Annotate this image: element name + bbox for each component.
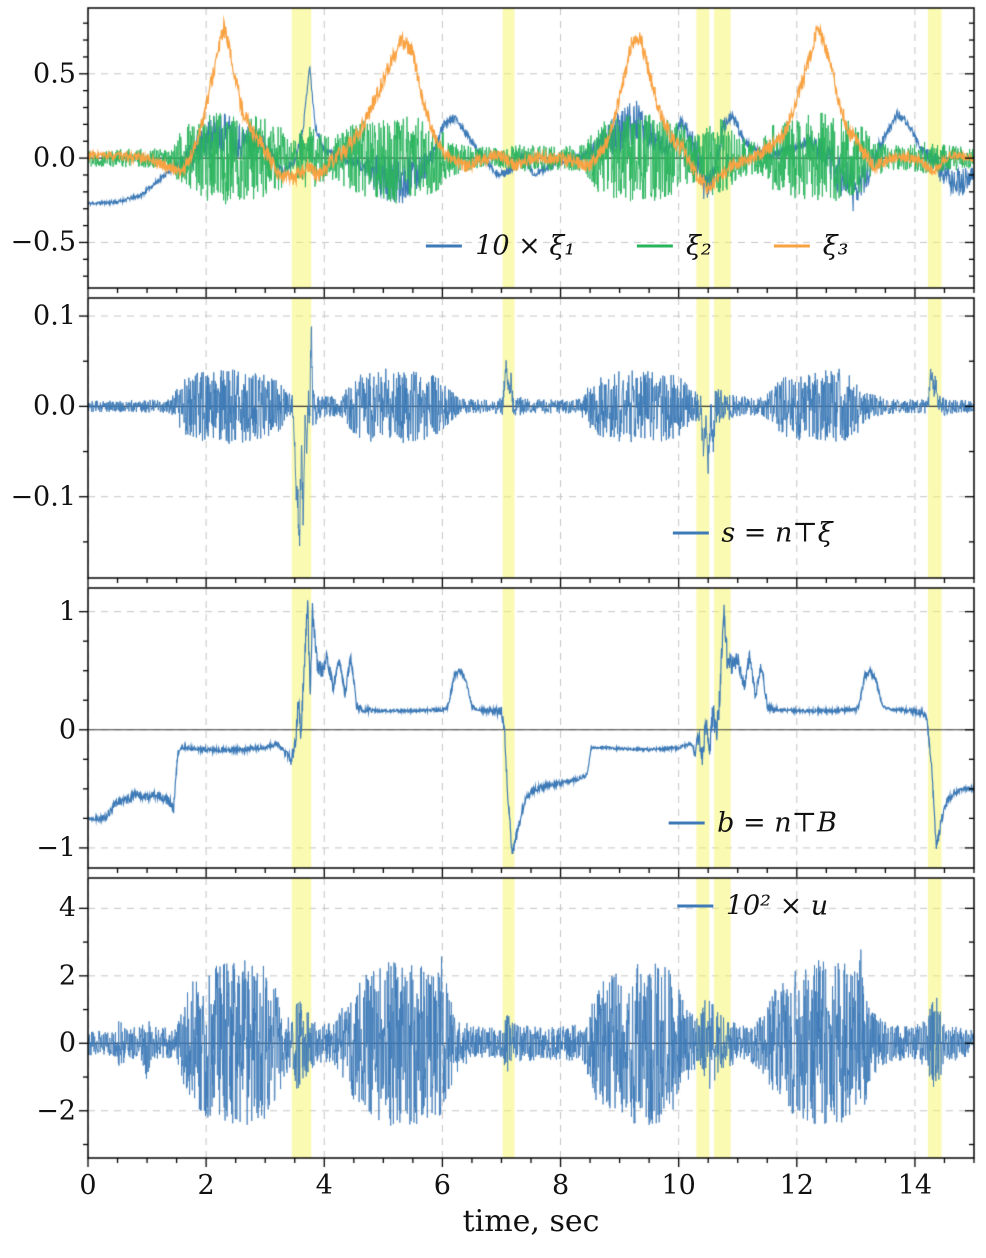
chart-canvas bbox=[0, 0, 986, 1258]
figure: time, sec −0.5 0.0 0.5 10 × ξ₁ ξ₂ ξ₃ −0.1 0.0 0.… bbox=[0, 0, 986, 1258]
